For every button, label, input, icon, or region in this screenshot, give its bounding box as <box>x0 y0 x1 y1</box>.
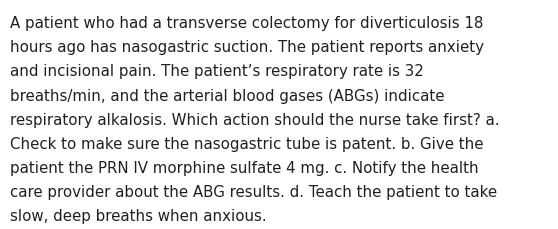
Text: respiratory alkalosis. Which action should the nurse take first? a.: respiratory alkalosis. Which action shou… <box>10 112 499 127</box>
Text: A patient who had a transverse colectomy for diverticulosis 18: A patient who had a transverse colectomy… <box>10 16 483 31</box>
Text: patient the PRN IV morphine sulfate 4 mg. c. Notify the health: patient the PRN IV morphine sulfate 4 mg… <box>10 160 479 175</box>
Text: care provider about the ABG results. d. Teach the patient to take: care provider about the ABG results. d. … <box>10 184 497 199</box>
Text: and incisional pain. The patient’s respiratory rate is 32: and incisional pain. The patient’s respi… <box>10 64 424 79</box>
Text: breaths/min, and the arterial blood gases (ABGs) indicate: breaths/min, and the arterial blood gase… <box>10 88 445 103</box>
Text: hours ago has nasogastric suction. The patient reports anxiety: hours ago has nasogastric suction. The p… <box>10 40 484 55</box>
Text: slow, deep breaths when anxious.: slow, deep breaths when anxious. <box>10 208 267 223</box>
Text: Check to make sure the nasogastric tube is patent. b. Give the: Check to make sure the nasogastric tube … <box>10 136 484 151</box>
